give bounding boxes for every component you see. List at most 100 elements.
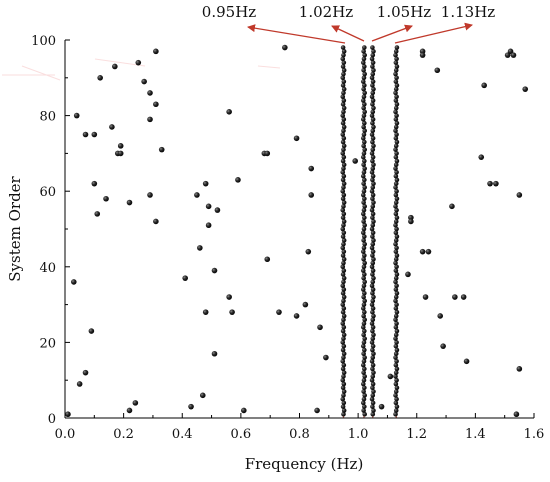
stable-mode-point <box>362 328 367 334</box>
data-point <box>109 124 115 130</box>
data-point <box>405 271 411 278</box>
stable-mode-point <box>369 113 375 118</box>
stable-mode-point <box>360 154 366 160</box>
stable-mode-point <box>370 147 376 152</box>
data-point <box>214 207 221 213</box>
data-point <box>235 177 241 183</box>
x-tick-label: 0.2 <box>113 427 134 442</box>
stable-mode-point <box>340 272 346 277</box>
stable-mode-point <box>341 222 346 228</box>
stable-mode-point <box>361 49 366 54</box>
stable-mode-point <box>369 56 375 62</box>
stable-mode-point <box>393 260 398 266</box>
stable-mode-point <box>341 71 346 77</box>
stable-mode-point <box>362 374 367 379</box>
data-point <box>141 78 147 85</box>
stable-mode-point <box>393 117 399 122</box>
stable-mode-point <box>393 287 399 292</box>
stable-mode-point <box>340 340 346 345</box>
stable-mode-point <box>370 298 376 304</box>
stable-mode-point <box>370 71 376 77</box>
stable-mode-point <box>393 324 399 330</box>
stable-mode-point <box>361 219 366 224</box>
data-point <box>437 313 444 319</box>
stable-mode-point <box>394 234 400 239</box>
stable-mode-point <box>369 151 375 156</box>
stable-mode-point <box>393 351 399 357</box>
stable-mode-point <box>370 260 376 266</box>
stable-mode-point <box>393 147 398 152</box>
data-point <box>76 381 83 387</box>
stable-mode-point <box>361 170 367 175</box>
stable-mode-point <box>361 264 367 270</box>
stable-mode-point <box>341 238 347 243</box>
stable-mode-point <box>394 56 399 62</box>
stable-mode-point <box>370 241 376 247</box>
data-point <box>158 146 165 153</box>
stable-mode-point <box>393 173 399 179</box>
stable-mode-point <box>362 128 367 134</box>
stable-mode-point <box>393 79 399 84</box>
stable-mode-point <box>341 67 347 73</box>
stable-mode-point <box>394 245 399 251</box>
stable-mode-point <box>370 101 375 107</box>
stable-mode-point <box>393 332 399 338</box>
stable-mode-point <box>370 120 375 126</box>
stable-mode-point <box>393 143 399 149</box>
stable-mode-point <box>370 196 375 202</box>
stable-mode-point <box>341 52 346 58</box>
stable-mode-point <box>361 302 367 307</box>
stable-mode-point <box>393 317 398 323</box>
stable-mode-point <box>369 264 375 270</box>
stable-mode-point <box>371 408 376 413</box>
data-point <box>194 192 200 198</box>
stable-mode-point <box>371 275 376 281</box>
stable-mode-point <box>393 256 399 262</box>
data-point <box>434 67 441 74</box>
stable-mode-point <box>393 181 399 186</box>
stable-mode-point <box>370 287 376 292</box>
stable-mode-point <box>394 170 399 175</box>
data-point <box>126 199 133 206</box>
stable-mode-point <box>340 75 346 81</box>
stable-mode-point <box>340 158 346 164</box>
stable-mode-point <box>370 45 375 50</box>
stable-mode-point <box>340 83 346 88</box>
stable-mode-point <box>370 135 376 141</box>
data-point <box>293 313 300 319</box>
stable-mode-point <box>393 268 399 273</box>
stable-mode-point <box>394 207 399 213</box>
stable-mode-point <box>394 113 399 118</box>
data-point <box>202 309 209 315</box>
stable-mode-point <box>361 256 366 262</box>
frequency-annotation-label: 1.05Hz <box>377 3 431 21</box>
stable-mode-point <box>360 173 366 179</box>
stable-mode-point <box>341 192 347 198</box>
stable-mode-point <box>394 139 400 145</box>
stable-mode-point <box>341 211 347 217</box>
stable-mode-point <box>393 249 399 254</box>
stable-mode-point <box>362 52 367 58</box>
frequency-annotation-label: 1.02Hz <box>299 3 353 21</box>
stable-mode-point <box>361 94 367 99</box>
stable-mode-point <box>360 268 366 273</box>
data-point <box>352 158 358 164</box>
stable-mode-point <box>361 162 366 168</box>
stable-mode-point <box>341 332 347 338</box>
stable-mode-point <box>360 343 366 349</box>
stable-mode-point <box>393 381 399 387</box>
stable-mode-point <box>370 272 375 277</box>
stable-mode-point <box>340 321 346 326</box>
data-point <box>91 180 98 187</box>
data-point <box>302 301 309 308</box>
stable-mode-point <box>393 298 398 304</box>
stable-mode-point <box>393 185 398 190</box>
x-tick-label: 0.4 <box>172 427 193 442</box>
data-point <box>516 366 523 372</box>
data-point <box>478 154 485 160</box>
stable-mode-point <box>340 226 346 232</box>
x-axis-ticks: 0.0 0.2 0.4 0.6 0.8 1.0 1.2 1.4 1.6 <box>55 413 544 442</box>
stable-mode-point <box>341 287 347 292</box>
stable-mode-point <box>361 370 366 375</box>
data-point <box>449 203 455 210</box>
